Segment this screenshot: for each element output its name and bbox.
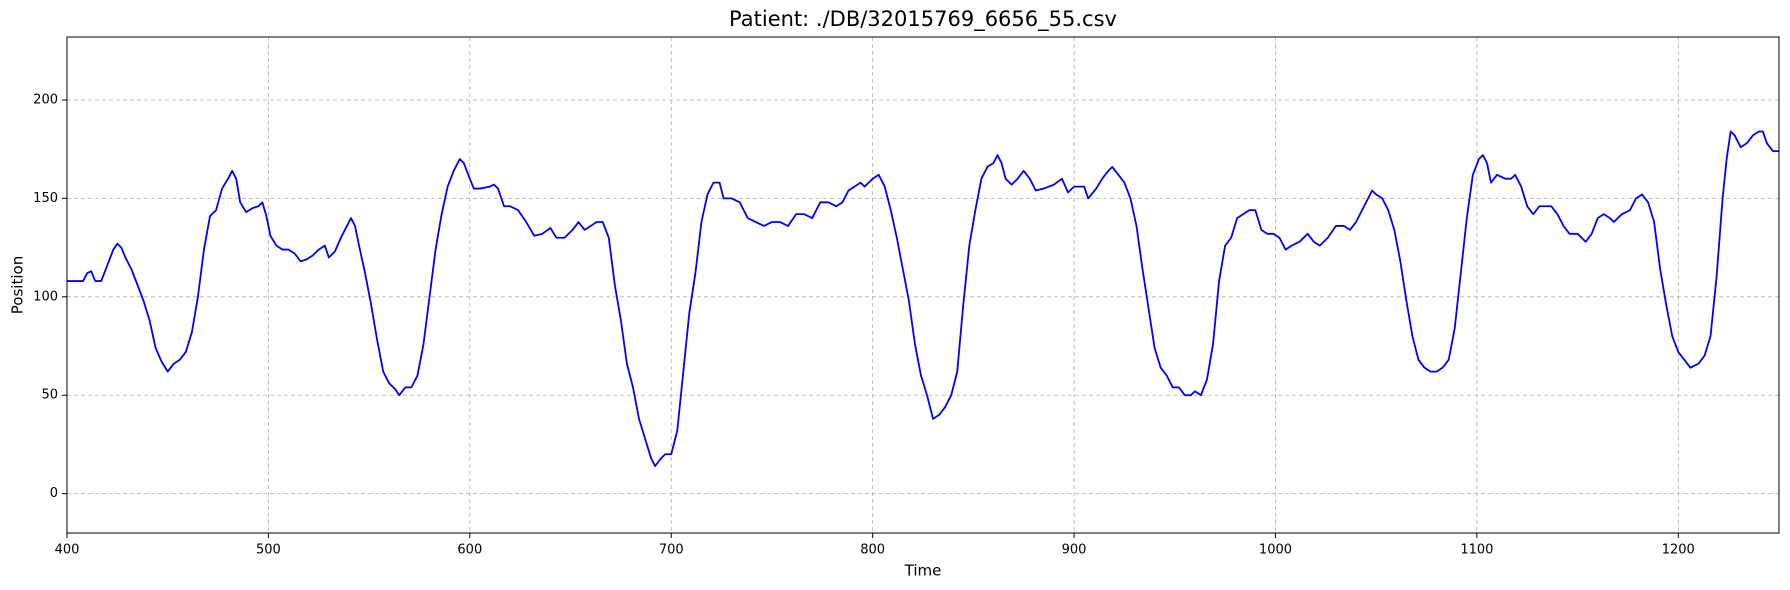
y-tick-label: 150 bbox=[33, 191, 58, 206]
x-tick-label: 500 bbox=[256, 543, 281, 558]
y-axis-label: Position bbox=[9, 256, 27, 314]
y-tick-label: 100 bbox=[33, 289, 58, 304]
y-tick-label: 200 bbox=[33, 92, 58, 107]
data-line bbox=[67, 130, 1779, 467]
x-tick-label: 900 bbox=[1062, 543, 1087, 558]
chart-title: Patient: ./DB/32015769_6656_55.csv bbox=[729, 7, 1117, 32]
x-tick-label: 1100 bbox=[1460, 543, 1493, 558]
x-axis-label: Time bbox=[904, 562, 942, 580]
plot-frame bbox=[66, 36, 1780, 534]
x-tick-label: 1000 bbox=[1259, 543, 1292, 558]
y-tick-label: 0 bbox=[50, 486, 58, 501]
x-tick-label: 400 bbox=[55, 543, 80, 558]
x-tick-label: 600 bbox=[457, 543, 482, 558]
y-tick-label: 50 bbox=[41, 388, 58, 403]
x-tick-label: 700 bbox=[659, 543, 684, 558]
x-tick-label: 800 bbox=[860, 543, 885, 558]
x-tick-label: 1200 bbox=[1662, 543, 1695, 558]
